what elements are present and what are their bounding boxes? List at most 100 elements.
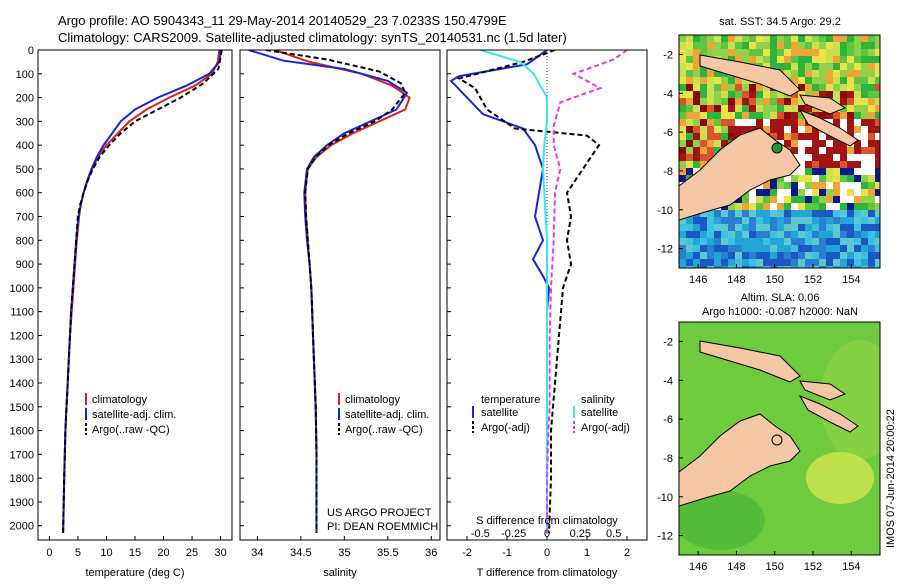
sst-cell (728, 252, 735, 259)
sst-cell (714, 224, 721, 231)
sst-cell (819, 91, 826, 98)
sst-cell (714, 91, 721, 98)
sst-cell (840, 147, 847, 154)
sst-cell (770, 133, 777, 140)
sst-cell (763, 91, 770, 98)
sst-cell (679, 224, 686, 231)
sst-cell (693, 231, 700, 238)
sst-cell (693, 63, 700, 70)
sst-cell (826, 70, 833, 77)
sst-cell (868, 154, 875, 161)
sst-cell (791, 91, 798, 98)
sst-cell (735, 56, 742, 63)
sst-cell (756, 238, 763, 245)
sst-map-x-ticks: 146 148 150 152 154 (689, 264, 860, 286)
sst-cell (791, 35, 798, 42)
sst-cell (756, 84, 763, 91)
salinity-xlabel: salinity (323, 567, 357, 579)
sst-cell (714, 217, 721, 224)
sst-cell (798, 35, 805, 42)
sst-cell (742, 217, 749, 224)
sst-cell (728, 133, 735, 140)
sst-cell (833, 224, 840, 231)
sst-cell (805, 70, 812, 77)
sst-cell (770, 231, 777, 238)
sst-cell (812, 84, 819, 91)
sst-cell (679, 56, 686, 63)
sst-cell (805, 231, 812, 238)
sst-cell (686, 77, 693, 84)
sst-cell (770, 35, 777, 42)
sst-cell (735, 112, 742, 119)
sst-cell (742, 49, 749, 56)
sst-cell (847, 231, 854, 238)
sst-cell (861, 70, 868, 77)
sst-new-ireland-land (699, 54, 801, 97)
difference-axes-frame (446, 49, 648, 541)
sst-cell (777, 119, 784, 126)
sst-cell (693, 224, 700, 231)
sst-cell (777, 238, 784, 245)
sst-cell (693, 147, 700, 154)
sst-cell (826, 42, 833, 49)
sst-cell (812, 70, 819, 77)
sst-cell (847, 112, 854, 119)
sst-cell (735, 245, 742, 252)
sst-cell (868, 112, 875, 119)
sst-cell (749, 105, 756, 112)
sst-cell (742, 266, 749, 268)
sla-map-x-ticks: 146 148 150 152 154 (689, 551, 860, 573)
sst-cell (868, 182, 875, 189)
legend-temperature-title: temperature (481, 394, 540, 406)
sst-cell (854, 70, 861, 77)
sst-cell (840, 42, 847, 49)
sst-cell (770, 245, 777, 252)
sst-cell (777, 203, 784, 210)
temperature-satellite-line (62, 50, 222, 533)
sst-cell (770, 42, 777, 49)
sst-cell (805, 252, 812, 259)
sst-cell (700, 147, 707, 154)
sst-cell (784, 203, 791, 210)
sst-cell (819, 112, 826, 119)
sst-cell (798, 154, 805, 161)
sst-cell (812, 126, 819, 133)
sst-cell (826, 147, 833, 154)
sst-cell (833, 175, 840, 182)
sst-cell (847, 119, 854, 126)
depth-tick-label: 200 (16, 93, 34, 105)
sst-cell (840, 140, 847, 147)
sst-cell (742, 56, 749, 63)
x-tick-label: 35.5 (377, 547, 398, 559)
sst-cell (791, 231, 798, 238)
sst-cell (728, 217, 735, 224)
sst-cell (735, 35, 742, 42)
difference-legend: temperature salinity satellite Argo(-adj… (472, 394, 630, 434)
sst-cell (826, 259, 833, 266)
sst-cell (840, 231, 847, 238)
sst-cell (770, 98, 777, 105)
sst-cell (777, 126, 784, 133)
sst-cell (875, 252, 880, 259)
difference-s-xlabel: S difference from climatology (476, 515, 618, 527)
sst-cell (854, 217, 861, 224)
sst-cell (868, 91, 875, 98)
sst-cell (868, 161, 875, 168)
sst-cell (770, 259, 777, 266)
sst-cell (693, 168, 700, 175)
sst-cell (742, 224, 749, 231)
map-y-tick-label: -2 (663, 336, 673, 348)
sst-cell (868, 259, 875, 266)
sst-cell (784, 42, 791, 49)
sst-cell (833, 196, 840, 203)
sst-cell (847, 63, 854, 70)
s-tick-label: 0.25 (570, 528, 591, 540)
sst-cell (805, 161, 812, 168)
sst-cell (784, 189, 791, 196)
sst-cell (812, 238, 819, 245)
sst-cell (700, 224, 707, 231)
sst-cell (868, 147, 875, 154)
sst-cell (868, 35, 875, 42)
sst-cell (805, 56, 812, 63)
sst-cell (805, 147, 812, 154)
